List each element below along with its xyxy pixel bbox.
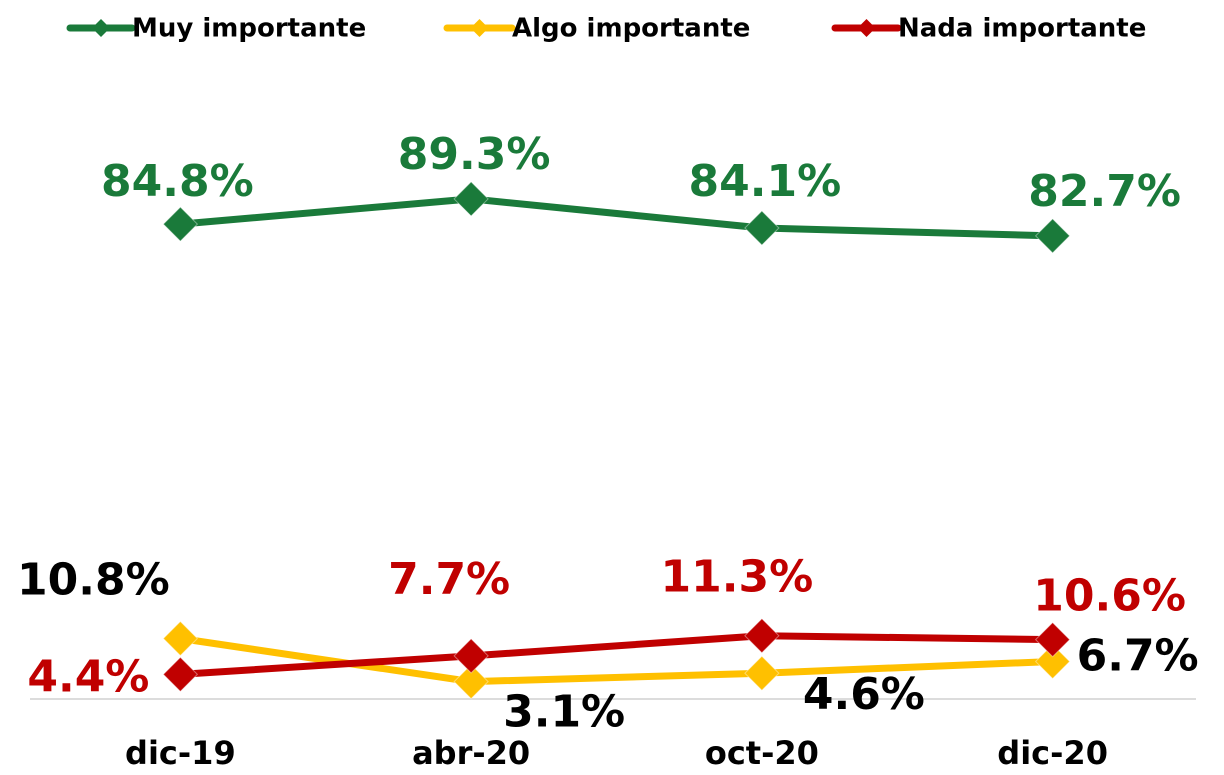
marker xyxy=(1034,621,1071,658)
legend-marker xyxy=(470,19,489,37)
marker xyxy=(453,638,489,674)
value-label: 10.6% xyxy=(1033,571,1186,622)
legend-label: Algo importante xyxy=(512,14,750,44)
legend-label: Nada importante xyxy=(898,14,1146,44)
value-label: 4.6% xyxy=(803,669,925,720)
marker xyxy=(744,210,780,246)
value-label: 3.1% xyxy=(503,687,625,738)
marker xyxy=(1034,218,1071,254)
legend-marker xyxy=(92,19,110,37)
marker xyxy=(162,206,199,242)
series-line xyxy=(180,632,1053,678)
x-tick-label: oct-20 xyxy=(705,734,819,772)
value-label: 84.1% xyxy=(689,156,842,207)
marker xyxy=(453,663,489,700)
value-label: 6.7% xyxy=(1077,630,1199,681)
series-line xyxy=(180,195,1053,240)
marker xyxy=(162,620,199,657)
series-line xyxy=(179,635,1053,686)
x-tick-label: dic-19 xyxy=(125,734,236,772)
value-label: 89.3% xyxy=(398,129,551,180)
x-tick-label: dic-20 xyxy=(997,734,1108,772)
legend-marker xyxy=(857,19,876,37)
value-label: 84.8% xyxy=(101,156,254,207)
marker xyxy=(744,618,780,654)
value-label: 4.4% xyxy=(27,651,149,702)
value-label: 82.7% xyxy=(1028,166,1181,217)
legend-label: Muy importante xyxy=(132,14,366,44)
value-label: 11.3% xyxy=(661,552,814,603)
value-label: 7.7% xyxy=(388,554,510,605)
marker xyxy=(744,655,780,691)
marker xyxy=(162,656,199,693)
marker xyxy=(1034,643,1071,680)
x-tick-label: abr-20 xyxy=(412,734,530,772)
marker xyxy=(453,181,489,217)
value-label: 10.8% xyxy=(17,555,170,606)
